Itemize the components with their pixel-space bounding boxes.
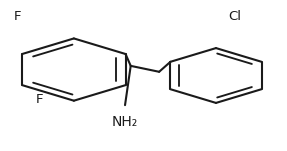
- Text: Cl: Cl: [228, 10, 241, 23]
- Text: F: F: [36, 93, 44, 106]
- Text: F: F: [13, 10, 21, 23]
- Text: NH₂: NH₂: [112, 115, 138, 129]
